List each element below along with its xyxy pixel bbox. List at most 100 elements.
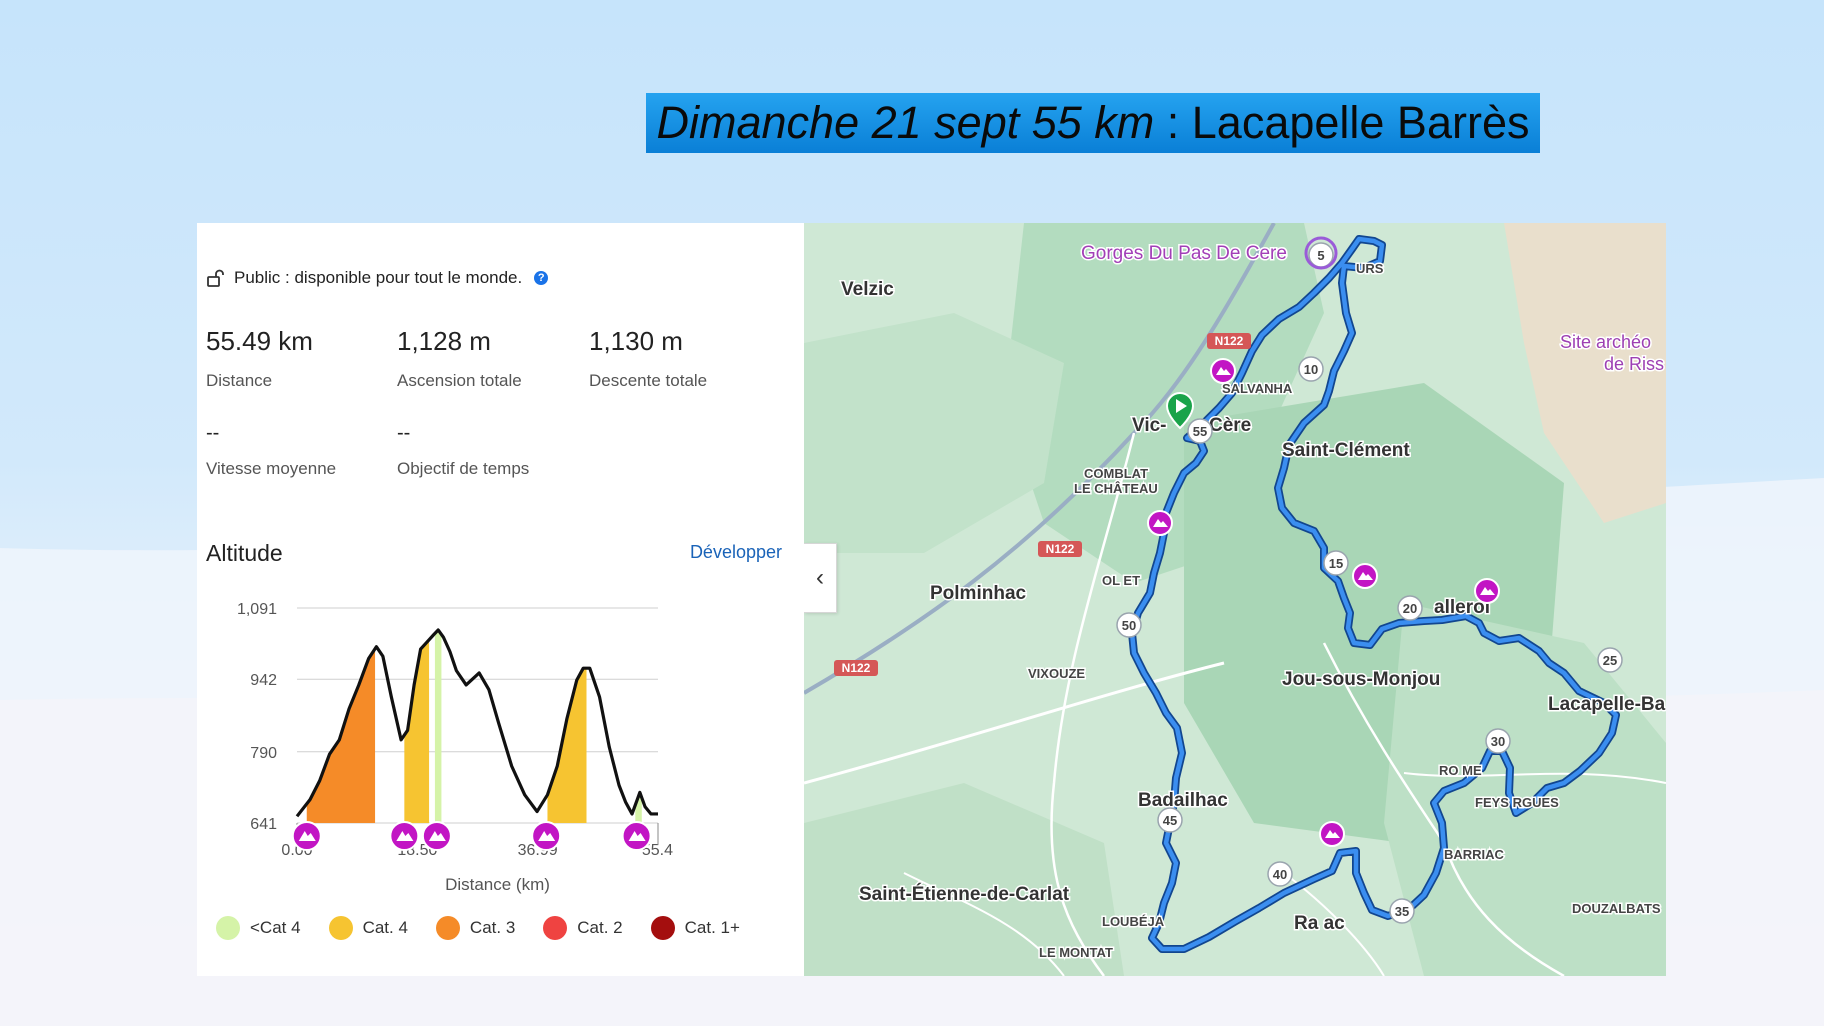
climb-marker[interactable]: [531, 821, 562, 851]
mountain-icon: [628, 831, 646, 841]
stat-avg-speed-label: Vitesse moyenne: [206, 459, 337, 478]
y-tick-label: 641: [250, 816, 277, 833]
map-label-badailhac: Badailhac: [1138, 790, 1228, 811]
km-marker: 10: [1298, 356, 1324, 382]
x-axis-label: Distance (km): [445, 875, 550, 894]
km-marker: 5: [1308, 242, 1334, 268]
map-label-site-riss: de Riss: [1604, 354, 1664, 374]
map-label-loubeja: LOUBÉJA: [1102, 914, 1165, 929]
svg-text:40: 40: [1273, 867, 1287, 882]
legend-swatch: [216, 916, 240, 940]
stat-avg-speed: -- Vitesse moyenne: [206, 422, 336, 479]
map-label-polminhac: Polminhac: [930, 583, 1027, 604]
svg-text:25: 25: [1603, 653, 1617, 668]
mountain-icon: [1480, 587, 1495, 595]
map-canvas[interactable]: N122 N122 N122 Gorges Du Pas De Cere Sit…: [804, 223, 1666, 976]
map-label-salvanha: SALVANHA: [1222, 381, 1293, 396]
map-climb-pin[interactable]: [1352, 563, 1378, 589]
stat-distance: 55.49 km Distance: [206, 326, 313, 391]
map-climb-pins: [1147, 236, 1500, 847]
map-label-feys: FEYS RGUES: [1475, 795, 1559, 810]
map-label-montat: LE MONTAT: [1039, 945, 1113, 960]
map-label-st-etienne: Saint-Étienne-de-Carlat: [859, 883, 1070, 905]
km-marker: 15: [1323, 550, 1349, 576]
map-climb-pin[interactable]: [1147, 510, 1173, 536]
mountain-icon: [1358, 572, 1373, 580]
stat-descent-value: 1,130 m: [589, 326, 683, 356]
help-icon[interactable]: ?: [534, 271, 549, 285]
map-label-velzic: Velzic: [841, 279, 894, 300]
title-destination: : Lacapelle Barrès: [1154, 97, 1530, 148]
climb-area[interactable]: [434, 629, 442, 823]
km-marker: 45: [1157, 807, 1183, 833]
stat-avg-speed-value: --: [206, 422, 220, 444]
km-marker: 20: [1397, 595, 1423, 621]
legend-label: Cat. 4: [362, 918, 408, 937]
route-line-inner: [1129, 236, 1619, 952]
mountain-icon: [1325, 830, 1340, 838]
climb-area[interactable]: [635, 792, 642, 823]
legend-label: <Cat 4: [250, 918, 301, 937]
road-shield-n122-north: N122: [1207, 333, 1251, 349]
map-label-fours: URS: [1356, 261, 1384, 276]
svg-text:55: 55: [1193, 424, 1207, 439]
chevron-left-icon: ‹: [816, 564, 824, 591]
map-climb-pin[interactable]: [1474, 578, 1500, 604]
stat-distance-value: 55.49 km: [206, 326, 313, 356]
map-label-barriac: BARRIAC: [1444, 847, 1505, 862]
svg-text:N122: N122: [1046, 542, 1075, 556]
mountain-icon: [538, 831, 556, 841]
legend-item-cat4: Cat. 4: [328, 916, 408, 940]
mountain-icon: [1153, 519, 1168, 527]
stat-descent: 1,130 m Descente totale: [589, 326, 707, 391]
legend-swatch: [435, 916, 460, 940]
svg-text:5: 5: [1317, 248, 1324, 263]
route-map[interactable]: N122 N122 N122 Gorges Du Pas De Cere Sit…: [804, 223, 1666, 976]
km-marker: 30: [1485, 728, 1511, 754]
legend-swatch: [328, 916, 353, 940]
svg-text:45: 45: [1163, 813, 1177, 828]
map-label-vic: Vic-: [1132, 415, 1167, 436]
map-collapse-button[interactable]: ‹: [804, 543, 837, 613]
climb-marker[interactable]: [291, 821, 322, 851]
map-climb-pin[interactable]: [1319, 821, 1345, 847]
start-marker[interactable]: [1165, 391, 1195, 430]
km-marker: 55: [1187, 418, 1213, 444]
climb-legend: <Cat 4 Cat. 4 Cat. 3 Cat. 2 Cat. 1+: [216, 916, 768, 940]
svg-text:35: 35: [1395, 904, 1409, 919]
road-shield-n122-middle: N122: [1038, 541, 1082, 557]
map-label-douzalbats: DOUZALBATS: [1572, 901, 1661, 916]
visibility-text: Public : disponible pour tout le monde.: [234, 268, 523, 287]
legend-swatch: [543, 916, 568, 940]
route-stats-panel: Public : disponible pour tout le monde. …: [197, 223, 804, 976]
svg-text:15: 15: [1329, 556, 1343, 571]
climb-marker[interactable]: [421, 821, 452, 851]
climb-marker[interactable]: [389, 821, 420, 851]
legend-label: Cat. 1+: [684, 918, 740, 937]
map-climb-pin[interactable]: [1210, 358, 1236, 384]
km-marker: 40: [1267, 861, 1293, 887]
climb-area[interactable]: [404, 639, 430, 823]
climb-marker[interactable]: [621, 821, 652, 851]
stat-descent-label: Descente totale: [589, 371, 708, 390]
map-label-comblat: COMBLAT: [1084, 466, 1148, 481]
stat-time-goal-value: --: [397, 422, 411, 444]
stat-time-goal-label: Objectif de temps: [397, 459, 530, 478]
map-label-raulhac: Ra ac: [1294, 913, 1345, 934]
road-shield-n122-west: N122: [834, 660, 878, 676]
km-marker: 35: [1389, 898, 1415, 924]
expand-link[interactable]: Développer: [689, 542, 782, 562]
map-top-marker[interactable]: [1304, 236, 1338, 270]
legend-label: Cat. 2: [577, 918, 623, 937]
title-date-distance: Dimanche 21 sept 55 km: [656, 97, 1155, 148]
map-label-saint-clement: Saint-Clément: [1282, 440, 1410, 461]
legend-item-cat3: Cat. 3: [435, 916, 515, 940]
climb-area[interactable]: [547, 668, 587, 823]
stat-distance-label: Distance: [206, 371, 273, 390]
legend-swatch: [650, 916, 675, 940]
map-label-cere: Cère: [1209, 415, 1251, 436]
stat-ascent-value: 1,128 m: [397, 326, 491, 356]
legend-item-cat1: Cat. 1+: [650, 916, 740, 940]
map-label-promme: RO ME: [1439, 763, 1482, 778]
